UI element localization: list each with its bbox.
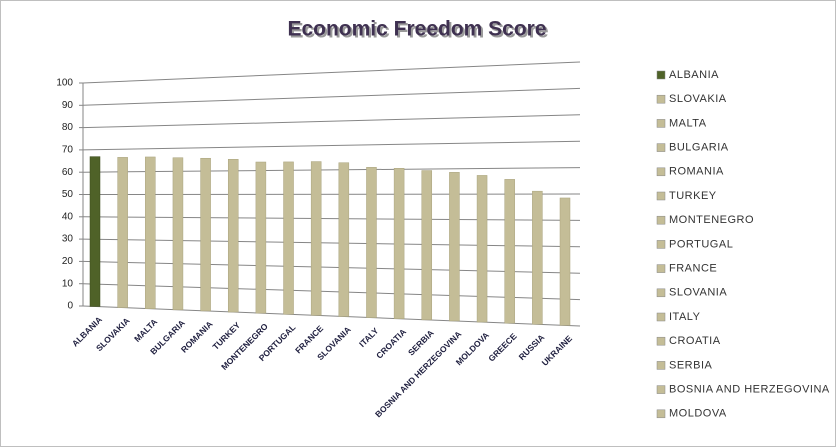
legend-label: TURKEY: [669, 190, 717, 202]
legend-label: FRANCE: [669, 263, 717, 275]
legend-marker: [656, 191, 666, 201]
y-tick-label: 60: [62, 167, 74, 178]
legend-marker: [656, 70, 666, 80]
y-tick-label: 50: [62, 189, 74, 200]
grid-line: [82, 140, 581, 151]
grid-line: [82, 238, 581, 248]
legend-marker: [656, 312, 666, 322]
y-tick-label: 90: [62, 100, 74, 111]
legend-label: SERBIA: [669, 359, 713, 371]
legend-marker: [656, 336, 666, 346]
legend-marker: [656, 167, 666, 177]
bar: [227, 159, 239, 313]
y-tick-label: 80: [62, 122, 74, 133]
grid-line: [82, 283, 581, 301]
grid-line: [82, 305, 581, 327]
y-tick-label: 40: [62, 211, 74, 222]
bar: [255, 161, 267, 314]
legend-label: BULGARIA: [669, 142, 729, 154]
grid-line: [82, 260, 581, 274]
bar: [421, 170, 433, 321]
bar: [200, 157, 211, 312]
y-tick-label: 100: [56, 78, 73, 89]
bar: [283, 161, 294, 315]
legend-marker: [656, 264, 666, 273]
legend-marker: [656, 240, 666, 249]
grid-line: [82, 216, 581, 221]
bar: [532, 190, 543, 325]
bar: [338, 162, 350, 317]
bar: [89, 156, 101, 307]
bar: [172, 157, 184, 311]
y-tick-label: 20: [62, 256, 74, 267]
grid-line: [82, 193, 581, 195]
bar: [310, 161, 322, 316]
legend-marker: [656, 143, 666, 152]
y-tick-label: 10: [62, 278, 74, 289]
legend-label: MONTENEGRO: [669, 214, 754, 226]
legend-label: BOSNIA AND HERZEGOVINA: [669, 384, 830, 396]
legend-label: CROATIA: [669, 335, 721, 347]
bar: [117, 157, 128, 308]
y-tick-label: 0: [67, 301, 73, 312]
legend-marker: [656, 288, 666, 298]
chart-title-shadow: Economic Freedom Score: [289, 20, 548, 43]
legend-marker: [656, 215, 666, 225]
legend-label: MOLDOVA: [669, 408, 727, 420]
bar: [393, 168, 405, 319]
legend-marker: [656, 94, 666, 104]
y-tick-label: 30: [62, 234, 74, 245]
bar: [559, 197, 571, 326]
y-tick-label: 70: [62, 145, 74, 156]
legend-label: ITALY: [669, 311, 701, 323]
legend-marker: [656, 409, 666, 419]
bar: [145, 156, 156, 309]
legend-label: SLOVANIA: [669, 287, 727, 299]
legend-label: SLOVAKIA: [669, 93, 727, 105]
legend-label: ALBANIA: [669, 69, 719, 81]
grid-line: [82, 114, 581, 129]
legend-label: PORTUGAL: [669, 238, 733, 250]
legend-marker: [656, 361, 666, 370]
chart-title: Economic Freedom Score: [287, 18, 546, 41]
bar: [476, 175, 488, 323]
grid-line: [82, 167, 581, 173]
legend-label: ROMANIA: [669, 166, 724, 178]
legend-marker: [656, 119, 666, 128]
bar: [504, 179, 515, 324]
bar: [366, 167, 377, 318]
legend-marker: [656, 385, 666, 394]
grid-line: [82, 87, 581, 106]
legend-label: MALTA: [669, 117, 707, 129]
grid-line: [82, 61, 581, 84]
bar: [449, 172, 460, 322]
